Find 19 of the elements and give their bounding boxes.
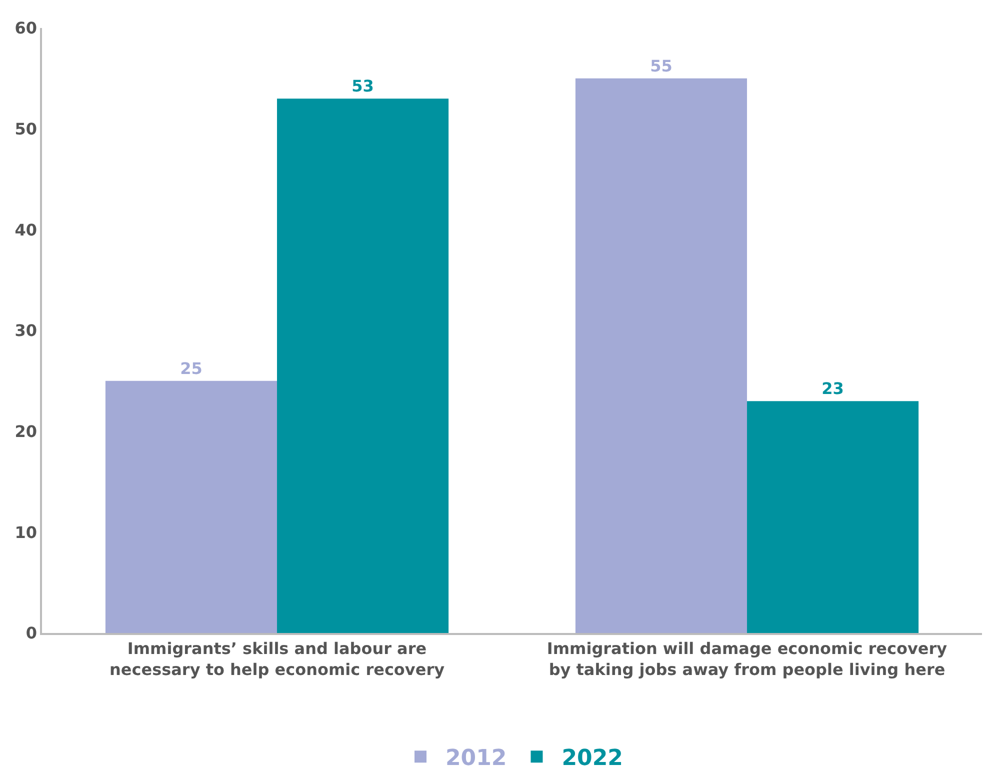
- legend-label: 2012: [446, 746, 507, 772]
- bar: [575, 78, 747, 633]
- y-tick-label: 0: [26, 624, 38, 643]
- bar: [747, 401, 919, 633]
- y-tick-label: 50: [14, 119, 38, 138]
- x-tick-label: Immigration will damage economic recovery by taking jobs away from people living here: [546, 638, 948, 679]
- bar: [277, 98, 449, 633]
- data-label: 55: [650, 56, 672, 76]
- y-tick-label: 60: [14, 18, 38, 38]
- y-tick-label: 40: [14, 220, 38, 240]
- data-label: 25: [180, 358, 202, 378]
- data-label: 53: [352, 76, 374, 96]
- y-tick-label: 10: [14, 522, 38, 542]
- y-tick-label: 20: [14, 422, 38, 441]
- data-label: 23: [822, 379, 844, 398]
- y-tick-label: 30: [14, 321, 38, 340]
- bar: [105, 380, 277, 633]
- x-tick-label: Immigrants’ skills and labour are necessary to help economic recovery: [109, 638, 446, 679]
- legend-label: 2022: [562, 746, 623, 772]
